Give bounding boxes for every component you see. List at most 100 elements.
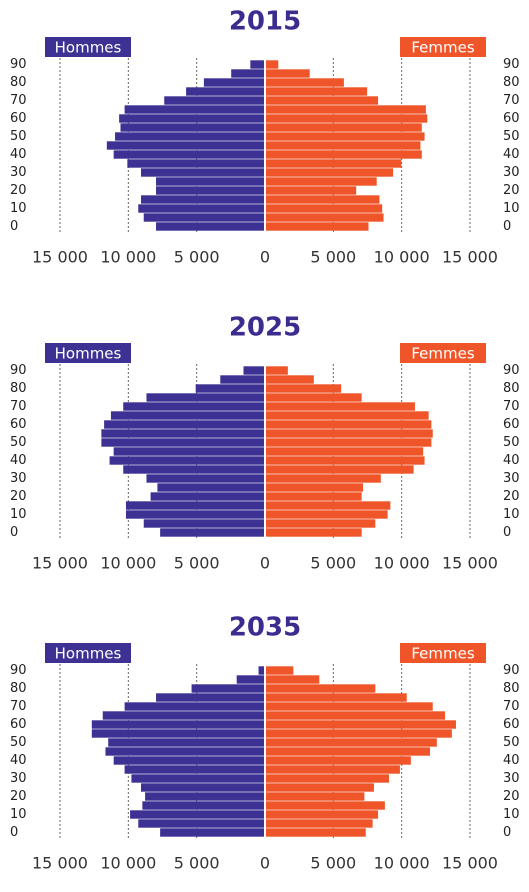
bar [102, 711, 264, 720]
bar [131, 774, 264, 783]
legend-box [45, 643, 131, 663]
bar [266, 774, 389, 783]
bar [124, 765, 264, 774]
bar [91, 729, 264, 738]
bar [266, 366, 288, 375]
bar [130, 810, 264, 819]
bar [266, 105, 426, 114]
x-tick-label: 5 000 [174, 554, 220, 573]
y-tick-label: 70 [503, 93, 520, 108]
bar [157, 483, 264, 492]
x-tick-label: 10 000 [100, 854, 156, 873]
bar [266, 702, 433, 711]
y-tick-label: 50 [503, 435, 520, 450]
bar [109, 456, 264, 465]
x-tick-label: 15 000 [32, 248, 88, 267]
x-tick-label: 15 000 [442, 554, 498, 573]
bar [266, 519, 376, 528]
bar [266, 756, 411, 765]
y-tick-label: 30 [503, 165, 520, 180]
x-tick-label: 0 [260, 554, 270, 573]
bar [266, 69, 310, 78]
x-tick-label: 0 [260, 854, 270, 873]
y-tick-label: 50 [503, 129, 520, 144]
bar [125, 501, 264, 510]
y-tick-label: 80 [503, 75, 520, 90]
x-tick-label: 5 000 [174, 248, 220, 267]
bar [113, 447, 265, 456]
y-tick-label: 80 [503, 681, 520, 696]
y-tick-label: 70 [503, 399, 520, 414]
bar [266, 195, 380, 204]
bar [160, 828, 264, 837]
bar [266, 738, 437, 747]
x-tick-label: 15 000 [442, 248, 498, 267]
bar [266, 87, 368, 96]
bar [115, 132, 265, 141]
bar [266, 474, 381, 483]
y-tick-label: 10 [10, 201, 27, 216]
y-tick-label: 30 [10, 471, 27, 486]
y-tick-label: 40 [503, 453, 520, 468]
bar [266, 492, 362, 501]
bar [266, 123, 422, 132]
bar [141, 195, 264, 204]
y-tick-label: 20 [503, 789, 520, 804]
bar [266, 501, 391, 510]
bar [91, 720, 264, 729]
y-tick-label: 0 [10, 219, 18, 234]
bar [145, 792, 264, 801]
bar [113, 150, 265, 159]
bar [125, 510, 264, 519]
bar [123, 465, 264, 474]
pyramid-panel: 2015 Hommes Femmes 0 0 10 10 20 20 30 30 40 40 50 50 60… [10, 7, 520, 267]
y-tick-label: 90 [10, 663, 27, 678]
bar [164, 96, 264, 105]
bar [266, 114, 428, 123]
legend-label: Hommes [55, 345, 122, 363]
bar [141, 168, 264, 177]
x-tick-label: 5 000 [310, 248, 356, 267]
x-tick-label: 10 000 [374, 554, 430, 573]
bar [266, 720, 456, 729]
bar [266, 411, 429, 420]
bar [127, 159, 264, 168]
y-tick-label: 60 [10, 111, 27, 126]
y-tick-label: 30 [10, 771, 27, 786]
bar [156, 177, 264, 186]
bar [266, 177, 377, 186]
legend-label: Femmes [411, 345, 474, 363]
x-tick-label: 10 000 [374, 248, 430, 267]
y-tick-label: 30 [10, 165, 27, 180]
y-tick-label: 20 [10, 489, 27, 504]
y-tick-label: 50 [10, 129, 27, 144]
bar [141, 783, 264, 792]
bar [266, 729, 452, 738]
bar [146, 393, 264, 402]
bar [266, 186, 357, 195]
bar [266, 375, 314, 384]
x-tick-label: 5 000 [310, 854, 356, 873]
bar [138, 204, 264, 213]
bar [266, 483, 364, 492]
legend-box [400, 643, 486, 663]
x-tick-label: 15 000 [32, 554, 88, 573]
bar [266, 438, 432, 447]
bar [143, 213, 264, 222]
y-tick-label: 60 [503, 717, 520, 732]
bar [156, 186, 264, 195]
bar [143, 519, 264, 528]
bar [104, 420, 264, 429]
x-tick-label: 5 000 [174, 854, 220, 873]
bar [266, 675, 320, 684]
x-tick-label: 10 000 [374, 854, 430, 873]
y-tick-label: 40 [503, 753, 520, 768]
y-tick-label: 80 [503, 381, 520, 396]
y-tick-label: 50 [10, 435, 27, 450]
bar [266, 456, 425, 465]
bar [266, 429, 433, 438]
y-tick-label: 60 [10, 717, 27, 732]
y-tick-label: 70 [10, 699, 27, 714]
bar [220, 375, 264, 384]
